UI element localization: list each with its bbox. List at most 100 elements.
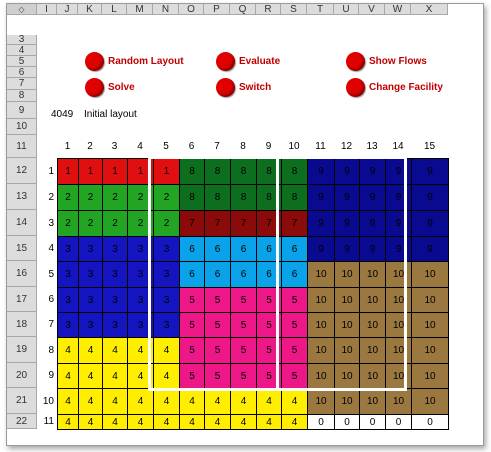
row-header-18[interactable]: 18 [7, 312, 37, 337]
layout-cell[interactable]: 2 [57, 210, 79, 237]
column-header-Q[interactable]: Q [230, 4, 256, 15]
layout-cell[interactable]: 1 [57, 158, 79, 185]
layout-cell[interactable]: 4 [102, 363, 128, 389]
layout-cell[interactable]: 10 [307, 312, 335, 338]
layout-cell[interactable]: 4 [57, 337, 79, 364]
layout-cell[interactable]: 2 [153, 210, 180, 237]
layout-cell[interactable]: 4 [127, 388, 154, 415]
layout-cell[interactable]: 6 [256, 236, 282, 262]
layout-cell[interactable]: 2 [127, 210, 154, 237]
layout-cell[interactable]: 5 [204, 287, 231, 313]
row-header-3[interactable]: 3 [7, 34, 37, 45]
layout-cell[interactable]: 10 [411, 337, 449, 364]
layout-cell[interactable]: 10 [307, 388, 335, 415]
layout-cell[interactable]: 8 [281, 158, 308, 185]
layout-cell[interactable]: 9 [307, 236, 335, 262]
row-header-5[interactable]: 5 [7, 56, 37, 67]
column-header-O[interactable]: O [179, 4, 204, 15]
column-header-L[interactable]: L [102, 4, 127, 15]
layout-cell[interactable]: 5 [230, 312, 257, 338]
layout-cell[interactable]: 10 [334, 312, 360, 338]
layout-cell[interactable]: 3 [102, 261, 128, 288]
layout-cell[interactable]: 6 [204, 236, 231, 262]
layout-cell[interactable]: 7 [204, 210, 231, 237]
layout-cell[interactable]: 5 [179, 287, 205, 313]
layout-cell[interactable]: 1 [78, 158, 103, 185]
layout-cell[interactable]: 5 [204, 363, 231, 389]
row-header-16[interactable]: 16 [7, 261, 37, 287]
layout-cell[interactable]: 10 [359, 261, 386, 288]
layout-cell[interactable]: 4 [102, 414, 128, 430]
layout-cell[interactable]: 10 [307, 363, 335, 389]
layout-cell[interactable]: 3 [57, 261, 79, 288]
layout-cell[interactable]: 10 [411, 261, 449, 288]
layout-cell[interactable]: 5 [230, 363, 257, 389]
layout-cell[interactable]: 4 [127, 414, 154, 430]
layout-cell[interactable]: 9 [359, 210, 386, 237]
layout-cell[interactable]: 0 [385, 414, 412, 430]
row-header-13[interactable]: 13 [7, 184, 37, 210]
row-header-10[interactable]: 10 [7, 119, 37, 135]
layout-cell[interactable]: 9 [307, 210, 335, 237]
layout-cell[interactable]: 6 [281, 236, 308, 262]
layout-cell[interactable]: 6 [281, 261, 308, 288]
layout-cell[interactable]: 10 [385, 388, 412, 415]
layout-cell[interactable]: 4 [57, 363, 79, 389]
layout-cell[interactable]: 9 [307, 184, 335, 211]
layout-cell[interactable]: 10 [307, 337, 335, 364]
layout-cell[interactable]: 5 [230, 337, 257, 364]
row-header-15[interactable]: 15 [7, 236, 37, 261]
layout-cell[interactable]: 3 [127, 261, 154, 288]
layout-cell[interactable]: 4 [179, 388, 205, 415]
change-facility-button[interactable]: Change Facility [346, 78, 443, 97]
layout-cell[interactable]: 8 [179, 158, 205, 185]
layout-cell[interactable]: 10 [411, 363, 449, 389]
layout-cell[interactable]: 9 [385, 210, 412, 237]
layout-cell[interactable]: 4 [153, 388, 180, 415]
layout-cell[interactable]: 9 [334, 210, 360, 237]
row-header-12[interactable]: 12 [7, 158, 37, 184]
layout-cell[interactable]: 5 [256, 312, 282, 338]
layout-cell[interactable]: 6 [256, 261, 282, 288]
layout-cell[interactable]: 4 [57, 388, 79, 415]
select-all-icon[interactable]: ◇ [7, 4, 37, 15]
layout-cell[interactable]: 4 [102, 388, 128, 415]
row-header-17[interactable]: 17 [7, 287, 37, 312]
row-header-11[interactable]: 11 [7, 135, 37, 158]
layout-cell[interactable]: 4 [102, 337, 128, 364]
layout-cell[interactable]: 5 [281, 337, 308, 364]
layout-cell[interactable]: 4 [127, 337, 154, 364]
layout-cell[interactable]: 6 [204, 261, 231, 288]
layout-cell[interactable]: 0 [359, 414, 386, 430]
layout-cell[interactable]: 9 [334, 158, 360, 185]
layout-cell[interactable]: 9 [411, 236, 449, 262]
layout-cell[interactable]: 10 [359, 312, 386, 338]
column-header-N[interactable]: N [153, 4, 179, 15]
layout-cell[interactable]: 2 [127, 184, 154, 211]
layout-cell[interactable]: 3 [57, 287, 79, 313]
layout-cell[interactable]: 10 [334, 287, 360, 313]
layout-cell[interactable]: 2 [102, 210, 128, 237]
layout-cell[interactable]: 4 [127, 363, 154, 389]
layout-cell[interactable]: 5 [281, 287, 308, 313]
layout-cell[interactable]: 4 [204, 414, 231, 430]
layout-cell[interactable]: 0 [411, 414, 449, 430]
layout-cell[interactable]: 10 [334, 363, 360, 389]
layout-cell[interactable]: 3 [153, 261, 180, 288]
layout-cell[interactable]: 9 [307, 158, 335, 185]
layout-cell[interactable]: 4 [230, 388, 257, 415]
layout-cell[interactable]: 7 [230, 210, 257, 237]
layout-cell[interactable]: 9 [385, 184, 412, 211]
layout-cell[interactable]: 5 [179, 337, 205, 364]
layout-cell[interactable]: 5 [179, 312, 205, 338]
layout-cell[interactable]: 3 [153, 287, 180, 313]
column-header-X[interactable]: X [411, 4, 448, 15]
layout-cell[interactable]: 10 [334, 337, 360, 364]
solve-button[interactable]: Solve [85, 78, 135, 97]
layout-cell[interactable]: 9 [385, 158, 412, 185]
layout-cell[interactable]: 10 [334, 261, 360, 288]
layout-cell[interactable]: 4 [78, 388, 103, 415]
row-header-7[interactable]: 7 [7, 78, 37, 90]
row-header-8[interactable]: 8 [7, 90, 37, 102]
layout-cell[interactable]: 2 [78, 210, 103, 237]
